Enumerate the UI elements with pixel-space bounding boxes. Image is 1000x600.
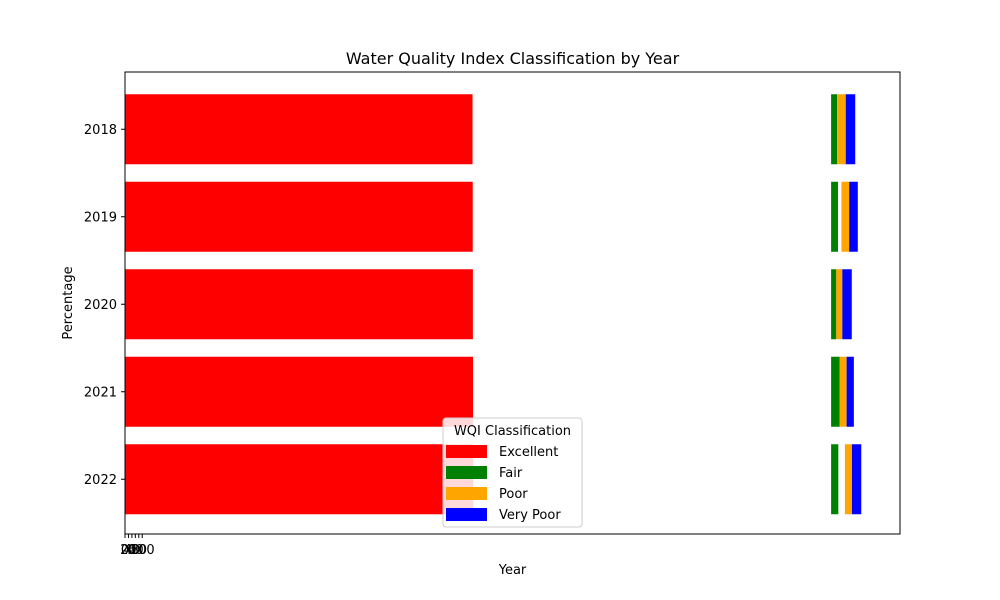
y-tick-label: 2020 (84, 298, 117, 313)
x-tick-label: 100 (130, 543, 155, 558)
bar-poor-2019 (841, 181, 850, 252)
x-axis-label: Year (498, 563, 527, 578)
bar-excellent-2019 (125, 181, 473, 252)
bar-fair-2021 (831, 356, 840, 427)
y-tick-label: 2021 (84, 385, 117, 400)
x-tick-label: 60 (127, 543, 144, 558)
bar-poor-2022 (844, 444, 852, 515)
x-tick-label: 40 (124, 543, 141, 558)
bar-very-poor-2018 (845, 94, 856, 165)
bar-excellent-2021 (125, 356, 474, 427)
legend-swatch-poor (446, 487, 487, 500)
plot-frame (124, 71, 901, 535)
bar-very-poor-2019 (849, 181, 858, 252)
x-tick-label: 20 (120, 543, 137, 558)
bar-poor-2020 (836, 269, 843, 340)
y-tick-label: 2019 (84, 210, 117, 225)
chart-title: Water Quality Index Classification by Ye… (346, 49, 680, 68)
legend-label: Fair (499, 466, 523, 481)
bar-fair-2020 (831, 269, 837, 340)
bar-poor-2021 (839, 356, 847, 427)
legend-swatch-excellent (446, 445, 487, 458)
bar-very-poor-2021 (846, 356, 854, 427)
x-tick-label: 0 (121, 543, 129, 558)
legend-label: Poor (499, 487, 528, 502)
bar-poor-2018 (837, 94, 846, 165)
bar-excellent-2018 (125, 94, 473, 165)
bar-excellent-2022 (125, 444, 474, 515)
bar-fair-2022 (831, 444, 839, 515)
x-tick-label: 80 (131, 543, 148, 558)
legend: WQI Classification Excellent Fair Poor Very … (442, 417, 583, 528)
bar-very-poor-2020 (842, 269, 852, 340)
y-axis-label: Percentage (61, 266, 76, 339)
legend-swatch-very-poor (446, 508, 487, 521)
legend-swatch-fair (446, 466, 487, 479)
bar-fair-2018 (831, 94, 838, 165)
legend-title: WQI Classification (454, 424, 571, 439)
bar-fair-2019 (831, 181, 838, 252)
bars-layer (125, 94, 862, 515)
legend-label: Very Poor (499, 508, 561, 523)
legend-label: Excellent (499, 445, 558, 460)
bar-very-poor-2022 (851, 444, 862, 515)
y-tick-label: 2018 (84, 123, 117, 138)
y-axis: 2018 2019 2020 2021 2022 (84, 123, 125, 488)
y-tick-label: 2022 (84, 473, 117, 488)
bar-excellent-2020 (125, 269, 473, 340)
